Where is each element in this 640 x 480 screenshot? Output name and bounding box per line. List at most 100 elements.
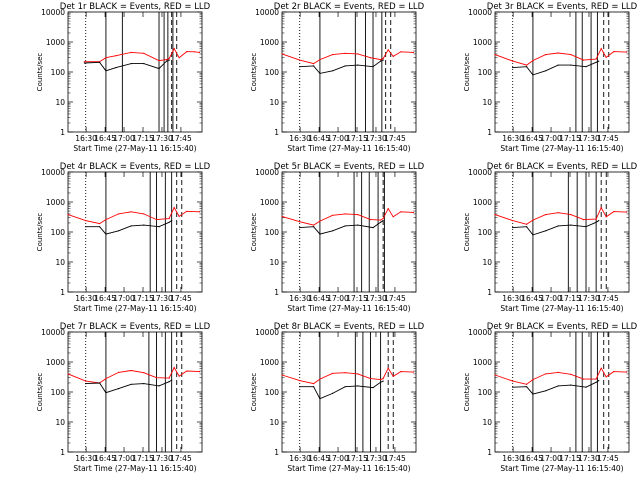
chart-panel: Det 5r BLACK = Events, RED = LLD 1 10 100 10… [250,162,425,313]
y-tick-label: 1 [60,448,65,457]
red-series-point [67,214,69,216]
red-series-point [494,54,496,56]
x-tick-label: 16:45 [521,294,543,303]
y-tick-label: 10 [55,98,65,107]
red-series-point [545,54,547,56]
red-series-point [173,207,175,209]
red-series-point [319,59,321,61]
black-series-point [99,382,101,384]
y-tick-label: 10 [482,418,492,427]
black-series-point [319,72,321,74]
red-series-point [570,214,572,216]
x-tick-label: 17:30 [578,134,600,143]
red-series-point [570,54,572,56]
chart-panel: Det 1r BLACK = Events, RED = LLD 1 10 100 10… [36,2,211,153]
red-series-line [84,47,200,63]
black-series-point [313,65,315,67]
y-tick-label: 1 [274,128,279,137]
red-series-line [494,367,627,385]
red-series-point [557,212,559,214]
red-series-point [313,383,315,385]
plot-frame [281,11,417,133]
red-series-point [173,48,175,50]
y-tick-label: 10 [482,98,492,107]
black-series-point [168,221,170,223]
black-series-point [143,383,145,385]
chart-panel: Det 7r BLACK = Events, RED = LLD 1 10 100 10… [36,322,211,473]
y-tick-label: 100 [478,68,493,77]
black-series-point [118,388,120,390]
black-series-point [585,226,587,228]
red-series-point [158,60,160,62]
black-series-point [372,66,374,68]
red-series-point [625,211,628,213]
red-series-point [382,218,384,220]
x-tick-label: 16:45 [521,454,543,463]
black-series-point [570,64,572,66]
black-series-point [532,393,534,395]
red-series-point [605,376,607,378]
y-tick-label: 10 [55,418,65,427]
black-series-point [570,224,572,226]
black-series-point [299,66,301,68]
x-axis-label: Start Time (27-May-11 16:15:40) [73,144,196,153]
x-tick-label: 17:30 [151,454,173,463]
red-series-point [545,214,547,216]
x-tick-label: 17:30 [151,294,173,303]
black-series-point [357,64,359,66]
red-series-point [313,63,315,65]
black-series-point [130,225,132,227]
black-series-point [332,70,334,72]
red-series-point [130,369,132,372]
black-series-point [158,385,160,387]
x-tick-label: 16:45 [94,134,116,143]
chart-panel: Det 4r BLACK = Events, RED = LLD 1 10 100 10… [36,162,211,313]
x-tick-label: 16:30 [289,294,311,303]
x-tick-label: 17:00 [327,294,349,303]
red-series-point [494,214,496,216]
red-series-point [526,223,528,225]
x-tick-label: 17:15 [559,294,581,303]
x-tick-label: 16:45 [308,454,330,463]
black-series-point [557,64,559,66]
red-series-line [67,206,200,225]
black-series-point [83,62,85,64]
y-tick-label: 10000 [41,328,65,337]
red-series-point [105,57,107,59]
black-series-point [380,381,382,383]
black-series-point [332,392,334,394]
x-tick-label: 17:00 [540,134,562,143]
y-tick-label: 1000 [473,358,492,367]
red-series-point [178,215,180,217]
panel-title: Det 5r BLACK = Events, RED = LLD [274,162,425,172]
x-tick-label: 17:00 [327,454,349,463]
red-series-point [85,220,87,222]
red-series-point [382,378,384,380]
x-tick-label: 16:45 [521,134,543,143]
y-tick-label: 1 [274,448,279,457]
y-tick-label: 100 [51,388,66,397]
y-tick-label: 10000 [41,168,65,177]
red-series-point [166,59,168,61]
red-series-point [332,54,334,56]
red-series-point [83,61,85,63]
red-series-point [178,375,180,377]
x-tick-label: 16:30 [75,454,97,463]
panel-title: Det 2r BLACK = Events, RED = LLD [274,2,425,12]
y-tick-label: 1000 [46,198,65,207]
red-series-point [344,52,346,54]
panel-title: Det 1r BLACK = Events, RED = LLD [60,2,211,12]
black-series-point [595,221,597,223]
red-series-point [143,213,145,215]
black-series-point [357,224,359,226]
plot-frame [67,11,203,133]
red-series-point [193,51,195,53]
red-series-point [512,380,514,382]
red-series-point [357,214,359,216]
x-axis-label: Start Time (27-May-11 16:15:40) [287,304,410,313]
red-series-point [299,380,301,382]
red-series-point [155,377,158,379]
red-series-point [412,211,415,213]
x-axis-label: Start Time (27-May-11 16:15:40) [500,464,623,473]
red-series-point [67,373,69,375]
